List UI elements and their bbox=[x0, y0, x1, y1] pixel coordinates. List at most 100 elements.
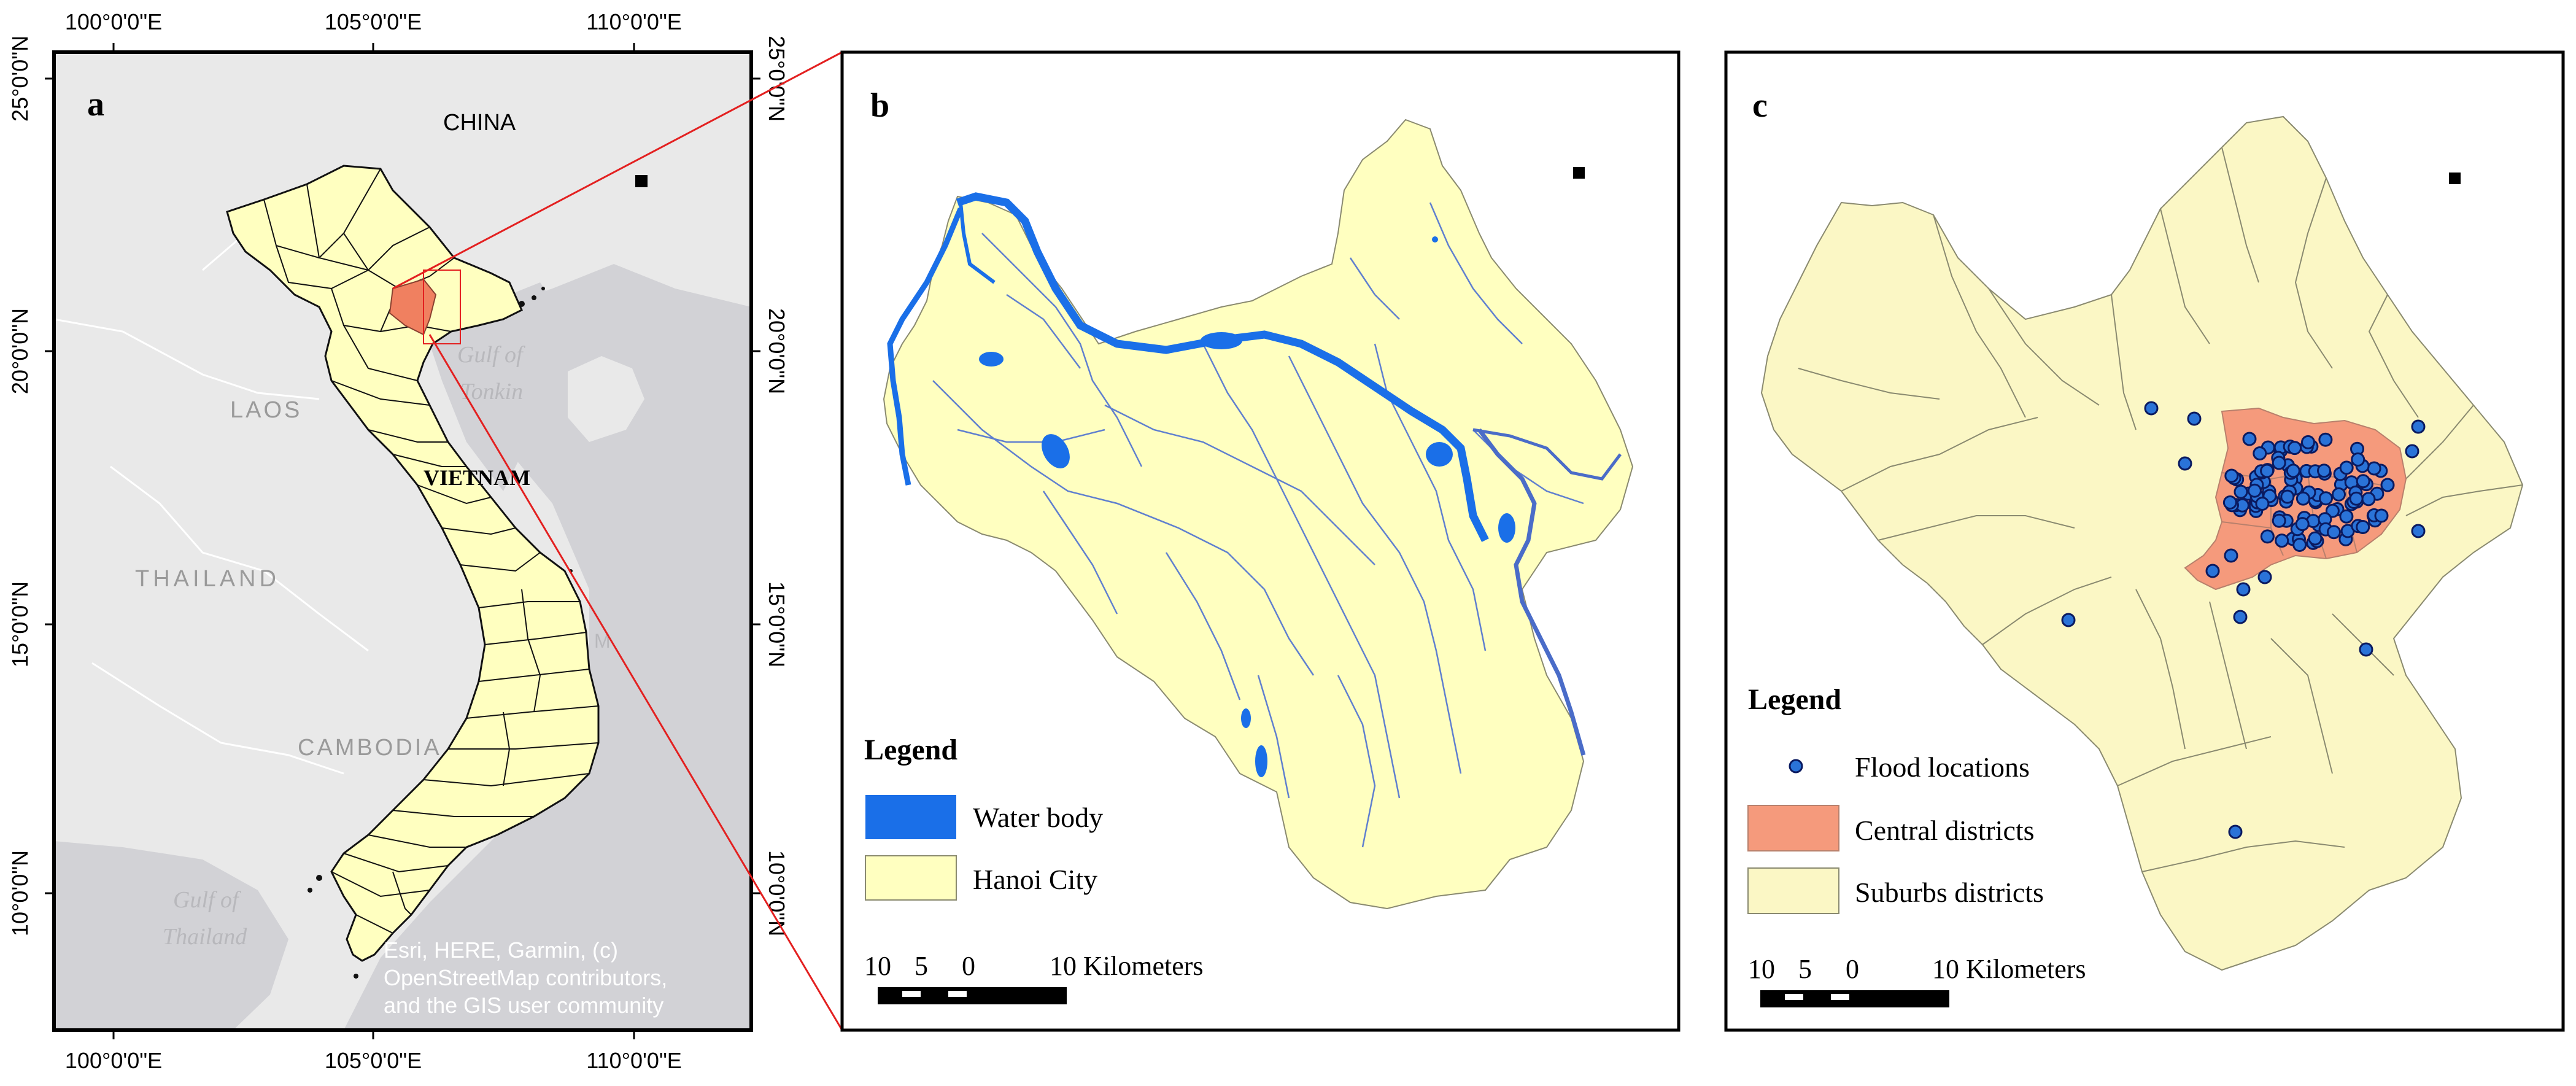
flood-location-point bbox=[2292, 538, 2307, 552]
flood-location-point bbox=[2144, 401, 2159, 416]
legend-swatch-suburbs bbox=[1747, 867, 1839, 914]
flood-location-point bbox=[2255, 497, 2270, 511]
china-coast bbox=[466, 52, 751, 289]
north-marker bbox=[635, 175, 648, 187]
left-tick-20n: 20°0'0"N bbox=[7, 308, 33, 394]
province-borders bbox=[263, 168, 599, 934]
panel-a-basemap: a CHINA LAOS VIETNAM THAILAND CAMBODIA G… bbox=[54, 52, 751, 1030]
flood-location-point bbox=[2242, 432, 2257, 446]
hanoi-districts bbox=[1760, 115, 2524, 971]
top-tick-110e: 110°0'0"E bbox=[586, 9, 682, 34]
label-vietnam: VIETNAM bbox=[424, 465, 530, 490]
south-china-sea bbox=[344, 264, 751, 1030]
scale-c-0: 0 bbox=[1846, 954, 1859, 984]
label-thailand: THAILAND bbox=[135, 566, 280, 592]
left-tick-25n: 25°0'0"N bbox=[7, 36, 33, 122]
zoom-connector bbox=[392, 51, 843, 1031]
gulf-of-thailand bbox=[54, 841, 288, 1030]
hanoi-highlight bbox=[389, 278, 437, 336]
flood-location-point bbox=[2317, 463, 2331, 478]
flood-locations bbox=[2061, 401, 2426, 839]
flood-location-point bbox=[2361, 492, 2376, 506]
flood-location-point bbox=[2228, 824, 2243, 839]
scale-c-km: 10 Kilometers bbox=[1932, 954, 2086, 984]
panel-c-label: c bbox=[1752, 87, 1768, 125]
scale-b-km: 10 Kilometers bbox=[1050, 951, 1204, 981]
panel-b-label: b bbox=[870, 87, 889, 125]
label-gulf-thailand-1: Gulf of bbox=[173, 887, 241, 913]
attribution-line-3: and the GIS user community bbox=[384, 993, 663, 1018]
flood-location-point bbox=[2332, 487, 2346, 502]
scale-b-0: 0 bbox=[962, 951, 975, 981]
flood-location-point bbox=[2260, 463, 2275, 478]
flood-location-point bbox=[2247, 483, 2262, 498]
label-laos: LAOS bbox=[230, 397, 302, 423]
left-tick-15n: 15°0'0"N bbox=[7, 581, 33, 667]
flood-location-point bbox=[2187, 411, 2202, 426]
legend-swatch-flood bbox=[1789, 759, 1803, 774]
panel-a-frame bbox=[52, 50, 753, 1032]
right-tick-20n: 20°0'0"N bbox=[764, 308, 789, 394]
flood-location-point bbox=[2280, 489, 2295, 504]
legend-label-hanoi: Hanoi City bbox=[973, 864, 1097, 895]
scale-c-5: 5 bbox=[1798, 954, 1812, 984]
country-borders bbox=[54, 201, 369, 775]
flood-location-point bbox=[2319, 491, 2333, 506]
flood-location-point bbox=[2405, 444, 2419, 459]
flood-location-point bbox=[2327, 525, 2341, 540]
flood-location-point bbox=[2359, 642, 2373, 657]
flood-location-point bbox=[2380, 478, 2395, 492]
flood-location-point bbox=[2061, 613, 2076, 627]
flood-location-point bbox=[2178, 456, 2192, 471]
flood-location-point bbox=[2296, 491, 2310, 506]
islands bbox=[307, 287, 573, 979]
flood-location-point bbox=[2222, 495, 2237, 510]
panel-a-label: a bbox=[87, 85, 104, 123]
flood-location-point bbox=[2308, 531, 2323, 546]
flood-location-point bbox=[2257, 570, 2272, 584]
flood-location-point bbox=[2351, 452, 2365, 467]
flood-location-point bbox=[2339, 509, 2354, 524]
attribution-line-1: Esri, HERE, Garmin, (c) bbox=[384, 937, 618, 963]
bottom-tick-105e: 105°0'0"E bbox=[325, 1048, 422, 1073]
top-tick-105e: 105°0'0"E bbox=[325, 9, 422, 34]
flood-location-point bbox=[2272, 513, 2286, 528]
panel-c-legend-title: Legend bbox=[1748, 683, 1841, 716]
hainan-island bbox=[568, 356, 644, 442]
flood-location-point bbox=[2295, 517, 2310, 532]
panel-b-marker bbox=[1573, 167, 1585, 179]
secondary-river-east bbox=[1472, 428, 1622, 481]
bottom-tick-100e: 100°0'0"E bbox=[65, 1048, 162, 1073]
legend-label-flood: Flood locations bbox=[1855, 751, 2030, 783]
flood-location-point bbox=[2318, 432, 2333, 447]
secondary-river bbox=[1477, 428, 1586, 756]
scale-bar-b bbox=[878, 987, 1067, 1004]
district-borders bbox=[1798, 147, 2523, 872]
flood-location-point bbox=[2233, 610, 2248, 624]
flood-location-point bbox=[2286, 463, 2300, 478]
label-gulf-tonkin-2: Tonkin bbox=[460, 379, 523, 405]
scale-b-10: 10 bbox=[864, 951, 891, 981]
panel-b-legend-title: Legend bbox=[864, 734, 957, 766]
flood-location-point bbox=[2272, 456, 2286, 470]
flood-location-point bbox=[2301, 435, 2315, 449]
red-river-west bbox=[887, 208, 964, 486]
panel-c-marker bbox=[2449, 173, 2461, 184]
flood-location-point bbox=[2253, 446, 2267, 460]
legend-label-water: Water body bbox=[973, 802, 1103, 833]
flood-location-point bbox=[2374, 508, 2389, 523]
label-m: M bbox=[594, 630, 611, 652]
flood-location-point bbox=[2205, 564, 2220, 578]
flood-location-point bbox=[2411, 524, 2426, 538]
top-tick-100e: 100°0'0"E bbox=[65, 9, 162, 34]
flood-location-point bbox=[2367, 461, 2381, 476]
flood-location-point bbox=[2339, 460, 2354, 475]
water-bodies bbox=[979, 236, 1515, 777]
flood-location-point bbox=[2288, 441, 2302, 456]
attribution-line-2: OpenStreetMap contributors, bbox=[384, 965, 667, 990]
bottom-tick-110e: 110°0'0"E bbox=[586, 1048, 682, 1073]
panel-c: c Legend Flood locations Central distric… bbox=[1724, 50, 2565, 1032]
flood-location-point bbox=[2356, 474, 2370, 489]
label-cambodia: CAMBODIA bbox=[298, 735, 442, 761]
